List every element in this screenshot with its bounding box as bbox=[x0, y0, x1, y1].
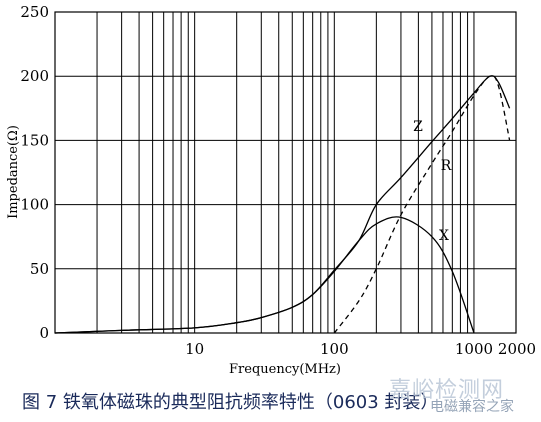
x-axis-label: Frequency(MHz) bbox=[229, 362, 341, 377]
impedance-chart: 0 50 100 150 200 250 10 100 1000 2000 Z R X Frequen… bbox=[6, 3, 536, 377]
watermark-sub: 电磁兼容之家 bbox=[430, 399, 514, 415]
x-tick-label: 2000 bbox=[498, 340, 536, 358]
plot-frame bbox=[54, 11, 517, 334]
y-tick-label: 100 bbox=[20, 196, 49, 214]
y-tick-label: 50 bbox=[30, 260, 49, 278]
y-axis-label: Impedance(Ω) bbox=[6, 125, 21, 219]
series-x-label: X bbox=[439, 228, 449, 244]
x-tick-label: 100 bbox=[320, 340, 349, 358]
y-tick-label: 150 bbox=[20, 131, 49, 149]
series-z-label: Z bbox=[413, 119, 423, 135]
y-tick-label: 200 bbox=[20, 67, 49, 85]
grid-lines bbox=[55, 12, 516, 333]
series-x-line bbox=[54, 216, 475, 334]
x-tick-label: 10 bbox=[185, 340, 204, 358]
watermark-site: 嘉峪检测网 bbox=[389, 378, 505, 403]
series-layer: Z R X bbox=[54, 75, 511, 334]
series-r-line bbox=[333, 75, 511, 334]
tick-labels: 0 50 100 150 200 250 10 100 1000 2000 bbox=[20, 3, 536, 358]
figure-caption: 图 7 铁氧体磁珠的典型阻抗频率特性（0603 封装） bbox=[22, 392, 439, 413]
x-tick-label: 1000 bbox=[455, 340, 493, 358]
y-tick-label: 0 bbox=[39, 324, 49, 342]
series-r-label: R bbox=[441, 158, 452, 174]
y-tick-label: 250 bbox=[20, 3, 49, 21]
